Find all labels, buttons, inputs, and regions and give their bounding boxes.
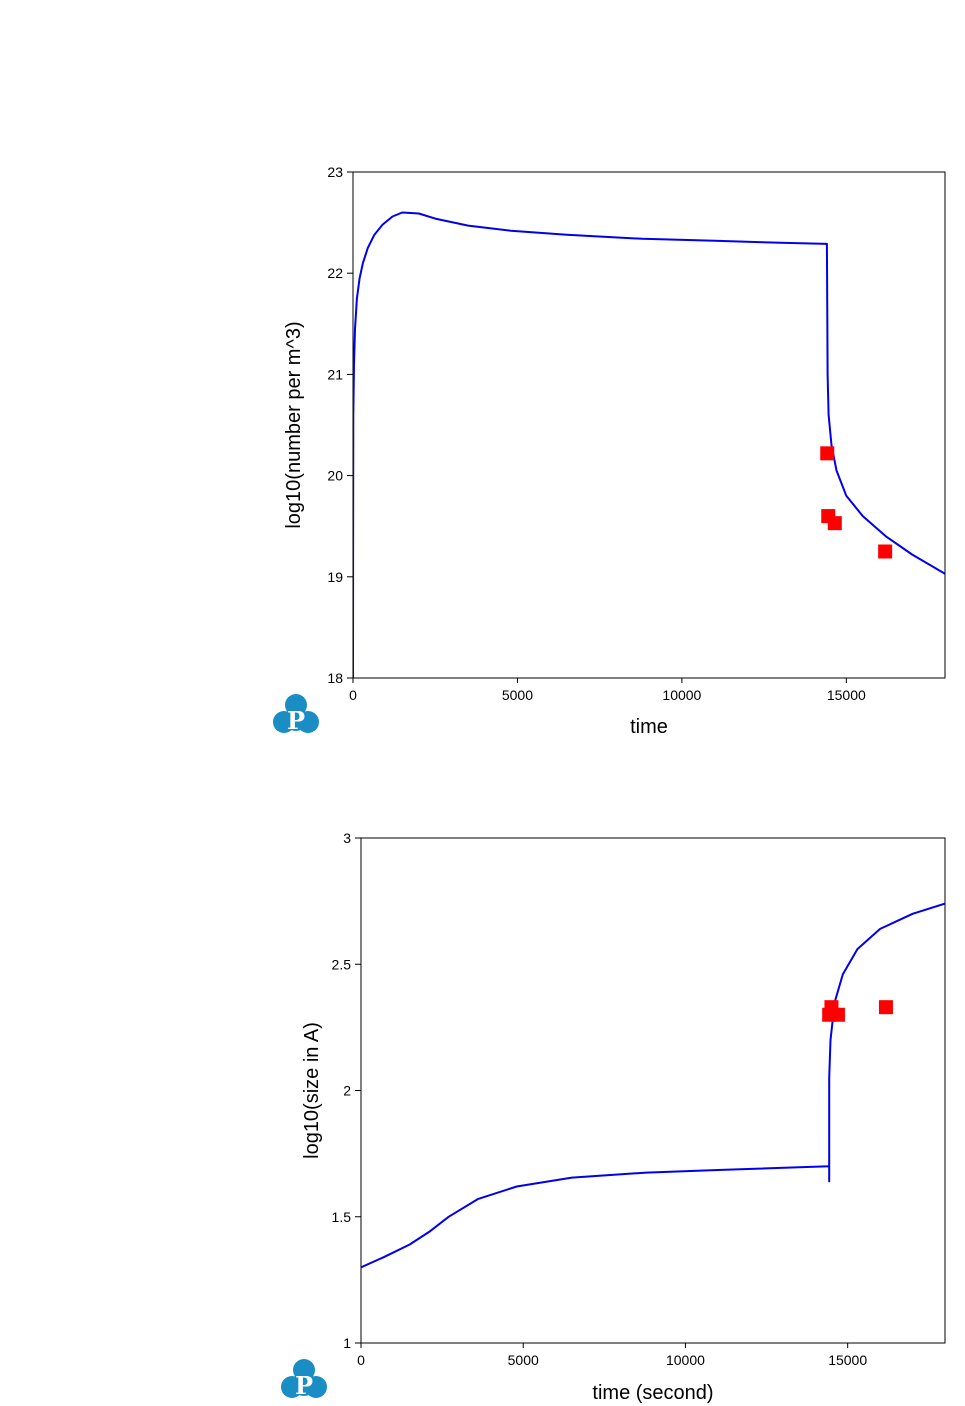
x-tick-label: 10000	[662, 687, 701, 703]
x-tick-label: 0	[349, 687, 357, 703]
x-axis-label: time	[630, 716, 668, 738]
y-axis-label: log10(number per m^3)	[283, 321, 305, 528]
y-axis-label: log10(size in A)	[301, 1022, 323, 1159]
plot-frame	[352, 171, 946, 679]
number-density-chart: 0 5000 10000 15000 18 19 20 21 22 23 time log10(num…	[283, 164, 946, 738]
experimental-point	[820, 446, 835, 461]
logo-bottom: P	[281, 1359, 327, 1400]
p-cloud-logo-icon: P	[273, 694, 319, 735]
plot-frame	[360, 837, 946, 1344]
simulation-line	[361, 902, 945, 1269]
particle-size-chart: 0 5000 10000 15000 1 1.5 2 2.5 3 time (second) log…	[301, 830, 946, 1404]
y-tick-label: 1.5	[332, 1209, 352, 1225]
y-tick-label: 1	[343, 1335, 351, 1351]
x-tick-label: 15000	[827, 687, 866, 703]
y-tick-label: 2.5	[332, 956, 352, 972]
y-tick-label: 18	[327, 670, 343, 686]
y-tick-label: 19	[327, 569, 343, 585]
p-cloud-logo-icon: P	[281, 1359, 327, 1400]
experimental-point	[830, 1007, 845, 1022]
simulation-line	[353, 211, 945, 678]
experimental-point	[878, 544, 893, 559]
y-tick-label: 21	[327, 366, 343, 382]
x-tick-label: 10000	[666, 1352, 705, 1368]
logo-letter: P	[287, 706, 305, 735]
logo-letter: P	[295, 1371, 313, 1400]
y-tick-label: 2	[343, 1083, 351, 1099]
x-tick-label: 5000	[502, 687, 533, 703]
y-tick-label: 22	[327, 265, 343, 281]
x-tick-label: 15000	[828, 1352, 867, 1368]
y-tick-label: 3	[343, 830, 351, 846]
logo-top: P	[273, 694, 319, 735]
y-tick-label: 23	[327, 164, 343, 180]
x-tick-label: 5000	[508, 1352, 539, 1368]
x-axis-label: time (second)	[592, 1382, 713, 1404]
experimental-point	[878, 1000, 893, 1015]
experimental-point	[827, 516, 842, 531]
y-tick-label: 20	[327, 468, 343, 484]
x-tick-label: 0	[357, 1352, 365, 1368]
